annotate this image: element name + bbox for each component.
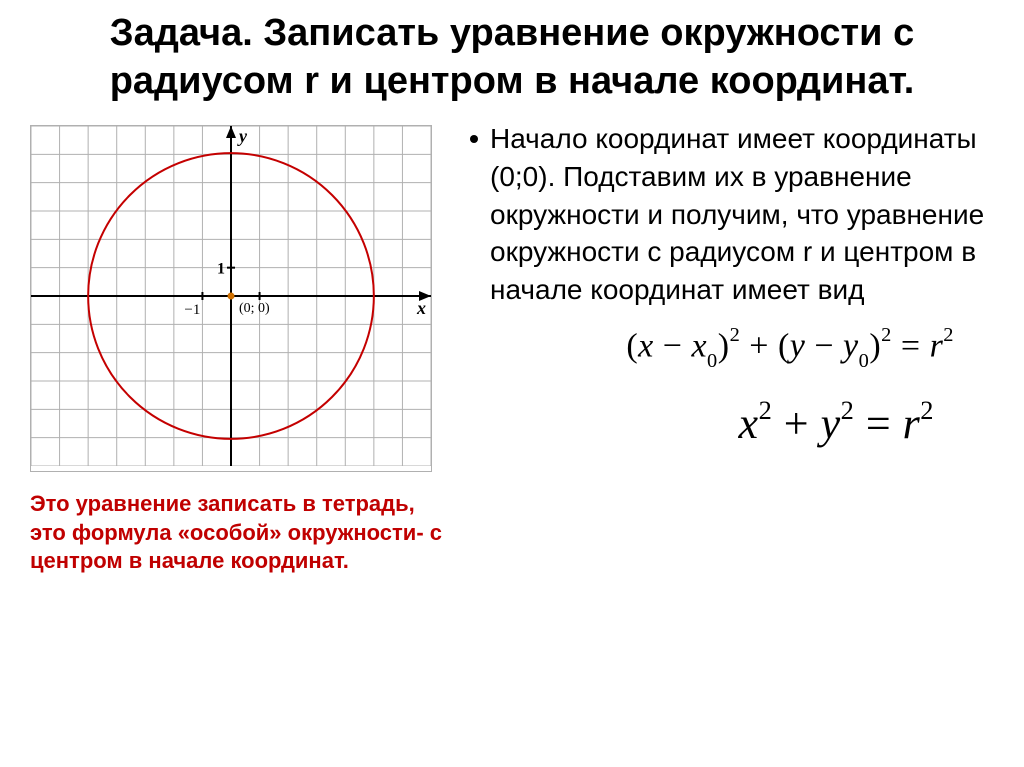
svg-text:y: y	[237, 126, 248, 146]
bullet-paragraph: Начало координат имеет координаты (0;0).…	[470, 120, 994, 309]
formula-centered: x2 + y2 = r2	[470, 398, 994, 449]
bullet-text: Начало координат имеет координаты (0;0).…	[490, 120, 994, 309]
svg-text:1: 1	[217, 261, 225, 278]
svg-text:x: x	[416, 298, 426, 318]
coordinate-graph: x y 1 −1 (0; 0)	[31, 126, 431, 466]
red-note: Это уравнение записать в тетрадь, это фо…	[30, 490, 450, 576]
left-column: x y 1 −1 (0; 0) Это уравнение записать в тет…	[30, 115, 450, 576]
title-bold: Задача.	[110, 12, 253, 54]
graph-container: x y 1 −1 (0; 0)	[30, 125, 432, 472]
page-title: Задача. Записать уравнение окружности с …	[30, 10, 994, 105]
svg-text:(0; 0): (0; 0)	[239, 301, 270, 316]
formula-general: (x − x0)2 + (y − y0)2 = r2	[470, 327, 994, 370]
bullet-dot-icon	[470, 135, 478, 143]
svg-text:−1: −1	[184, 302, 200, 318]
right-column: Начало координат имеет координаты (0;0).…	[470, 115, 994, 576]
content-row: x y 1 −1 (0; 0) Это уравнение записать в тет…	[30, 115, 994, 576]
